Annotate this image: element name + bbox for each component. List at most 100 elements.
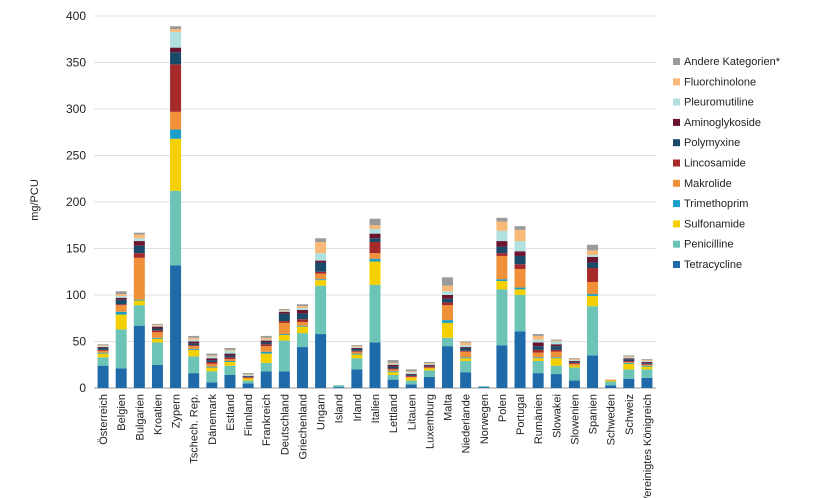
bar-segment bbox=[387, 363, 399, 365]
bar-segment bbox=[550, 351, 562, 358]
bar-segment bbox=[460, 341, 472, 343]
bar-segment bbox=[206, 366, 218, 368]
bar-stack bbox=[550, 339, 562, 388]
bar-segment bbox=[369, 261, 381, 285]
bar-segment bbox=[170, 64, 182, 112]
legend-swatch bbox=[673, 261, 680, 268]
bar-segment bbox=[550, 339, 562, 341]
bar-stack bbox=[206, 353, 218, 388]
bar-segment bbox=[405, 371, 417, 373]
bar-stack bbox=[369, 218, 381, 388]
bar-segment bbox=[387, 371, 399, 373]
legend-item: Polymyxine bbox=[673, 137, 740, 149]
bar-segment bbox=[460, 350, 472, 352]
bar-stack bbox=[532, 334, 544, 388]
bar-segment bbox=[188, 337, 200, 340]
bar-segment bbox=[97, 353, 109, 358]
legend-swatch bbox=[673, 179, 680, 187]
bar-segment bbox=[278, 334, 290, 335]
bar-segment bbox=[442, 322, 454, 338]
y-tick-label: 400 bbox=[66, 9, 86, 23]
bar-segment bbox=[568, 360, 580, 362]
bar-segment bbox=[315, 285, 327, 335]
bar-segment bbox=[423, 364, 435, 366]
bar-segment bbox=[514, 287, 526, 290]
bar-segment bbox=[423, 370, 435, 377]
bar-segment bbox=[423, 363, 435, 365]
bar-stack bbox=[278, 308, 290, 388]
bar-segment bbox=[369, 225, 381, 229]
bar-segment bbox=[442, 320, 454, 323]
bar-segment bbox=[206, 363, 218, 367]
bar-segment bbox=[641, 363, 653, 365]
bar-segment bbox=[587, 262, 599, 269]
bar-segment bbox=[623, 355, 635, 357]
bar-segment bbox=[496, 246, 508, 254]
bar-segment bbox=[568, 362, 580, 364]
bar-segment bbox=[460, 358, 472, 362]
bar-segment bbox=[115, 304, 127, 306]
bar-segment bbox=[568, 363, 580, 366]
bar-segment bbox=[369, 228, 381, 234]
bar-segment bbox=[514, 331, 526, 388]
x-tick-label: Slowenien bbox=[569, 394, 581, 445]
bar-stack bbox=[333, 385, 345, 388]
bar-segment bbox=[133, 245, 145, 254]
bar-segment bbox=[206, 371, 218, 383]
bar-segment bbox=[641, 362, 653, 364]
bar-segment bbox=[278, 334, 290, 341]
legend-swatch bbox=[673, 118, 680, 126]
bar-segment bbox=[514, 295, 526, 332]
bar-segment bbox=[605, 381, 617, 386]
legend-label: Makrolide bbox=[684, 178, 732, 190]
bar-segment bbox=[115, 314, 127, 330]
bar-segment bbox=[496, 221, 508, 231]
bar-stack bbox=[514, 226, 526, 388]
bar-segment bbox=[260, 351, 272, 354]
bar-segment bbox=[170, 129, 182, 139]
bar-segment bbox=[188, 341, 200, 344]
x-tick-label: Zypern bbox=[171, 394, 183, 428]
legend-label: Tetracycline bbox=[684, 259, 742, 271]
x-tick-label: Schweiz bbox=[624, 394, 636, 435]
bar-segment bbox=[315, 271, 327, 274]
bar-segment bbox=[115, 305, 127, 312]
bar-segment bbox=[315, 279, 327, 281]
bar-segment bbox=[550, 349, 562, 352]
bar-segment bbox=[568, 361, 580, 363]
bar-segment bbox=[641, 377, 653, 388]
bar-segment bbox=[550, 374, 562, 388]
bar-segment bbox=[387, 372, 399, 375]
bar-stack bbox=[296, 304, 308, 388]
bar-segment bbox=[369, 342, 381, 388]
bar-segment bbox=[133, 325, 145, 388]
bar-stack bbox=[405, 369, 417, 388]
bar-segment bbox=[387, 368, 399, 370]
bar-segment bbox=[351, 354, 363, 359]
bar-segment bbox=[623, 359, 635, 362]
bar-segment bbox=[170, 26, 182, 30]
bar-stack bbox=[115, 291, 127, 388]
bar-segment bbox=[296, 321, 308, 326]
x-tick-label: Luxemburg bbox=[424, 394, 436, 449]
bar-segment bbox=[133, 232, 145, 235]
bar-segment bbox=[278, 371, 290, 388]
legend-item: Penicilline bbox=[673, 239, 734, 251]
legend-swatch bbox=[673, 98, 680, 106]
bar-segment bbox=[133, 253, 145, 258]
bar-segment bbox=[387, 366, 399, 369]
bar-segment bbox=[151, 326, 163, 329]
bar-segment bbox=[133, 257, 145, 300]
bar-segment bbox=[442, 285, 454, 292]
bar-stack bbox=[423, 361, 435, 388]
bar-segment bbox=[460, 342, 472, 346]
bar-segment bbox=[423, 368, 435, 371]
bar-segment bbox=[278, 310, 290, 312]
bar-segment bbox=[550, 365, 562, 375]
bar-segment bbox=[405, 374, 417, 375]
bar-segment bbox=[296, 309, 308, 314]
legend-item: Sulfonamide bbox=[673, 218, 745, 230]
bar-segment bbox=[97, 345, 109, 347]
bar-segment bbox=[315, 241, 327, 254]
